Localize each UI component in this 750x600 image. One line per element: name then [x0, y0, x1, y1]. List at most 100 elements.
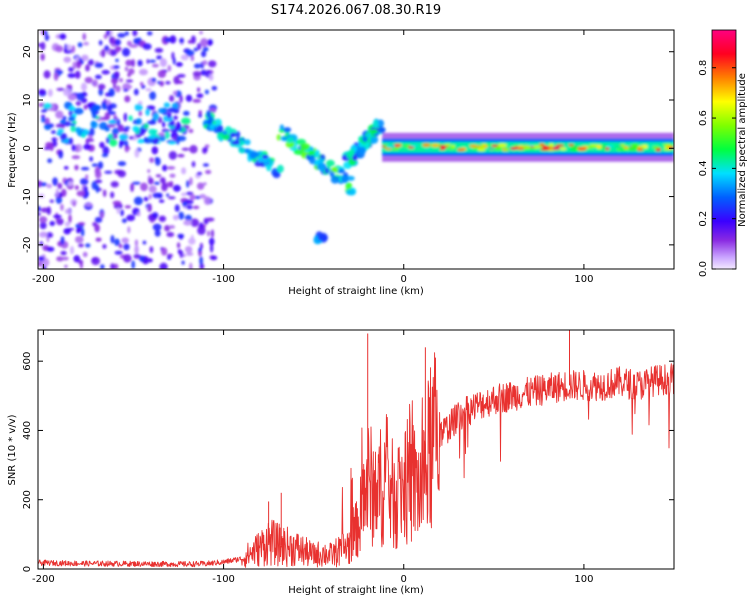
signal-blob	[509, 146, 518, 150]
noise-blob	[73, 255, 81, 263]
noise-blob	[72, 61, 77, 70]
noise-blob	[169, 180, 174, 188]
snr-plot-area	[38, 330, 674, 568]
noise-blob	[128, 68, 135, 75]
noise-band-blob	[107, 133, 114, 140]
noise-blob	[199, 194, 207, 199]
noise-blob	[148, 193, 152, 200]
noise-blob	[146, 31, 153, 36]
noise-blob	[118, 243, 123, 249]
noise-blob	[189, 177, 193, 186]
noise-blob	[68, 67, 74, 73]
noise-blob	[164, 224, 171, 232]
noise-blob	[146, 105, 156, 111]
noise-blob	[125, 79, 134, 83]
noise-blob	[196, 93, 204, 99]
noise-blob	[38, 231, 48, 238]
signal-blob	[457, 148, 466, 152]
noise-blob	[56, 256, 64, 262]
noise-blob	[115, 58, 119, 63]
streak-blob	[318, 163, 325, 172]
noise-blob	[192, 205, 200, 210]
noise-blob	[91, 163, 98, 167]
streak-blob	[361, 136, 368, 143]
noise-blob	[124, 126, 131, 130]
colorbar-ticks: 0.0 0.2 0.4 0.6 0.8	[698, 60, 736, 277]
noise-blob	[139, 255, 146, 262]
noise-blob	[124, 205, 132, 209]
signal-blob	[409, 144, 419, 147]
noise-blob	[94, 169, 102, 179]
streak-blob	[283, 127, 292, 133]
signal-blob	[504, 147, 510, 151]
noise-blob	[204, 89, 209, 95]
noise-blob	[45, 142, 53, 149]
noise-blob	[56, 218, 64, 226]
noise-blob	[114, 38, 122, 46]
noise-blob	[71, 155, 81, 160]
noise-blob	[100, 264, 105, 269]
noise-blob	[134, 245, 139, 255]
noise-blob	[47, 89, 53, 97]
noise-band-blob	[119, 133, 129, 141]
snr-series-line	[38, 352, 674, 568]
signal-blob	[491, 144, 499, 148]
noise-blob	[46, 183, 53, 189]
noise-blob	[167, 196, 176, 200]
noise-blob	[119, 77, 124, 83]
noise-blob	[189, 194, 196, 201]
noise-blob	[171, 51, 175, 60]
streak-blob	[245, 148, 251, 154]
signal-blob	[569, 147, 580, 152]
noise-blob	[114, 238, 120, 246]
noise-blob	[124, 95, 131, 103]
noise-blob	[151, 77, 157, 83]
noise-blob	[123, 112, 128, 122]
noise-blob	[185, 191, 194, 196]
signal-blob	[444, 143, 452, 147]
noise-blob	[87, 59, 95, 66]
noise-blob	[125, 146, 131, 150]
snr-y-axis-label: SNR (10 * v/v)	[7, 414, 18, 485]
noise-blob	[196, 171, 203, 176]
signal-blob	[552, 146, 561, 151]
noise-blob	[143, 196, 149, 202]
noise-blob	[44, 34, 50, 41]
noise-band-blob	[151, 129, 158, 134]
noise-blob	[80, 166, 90, 171]
noise-blob	[109, 35, 113, 45]
noise-blob	[138, 68, 148, 76]
noise-blob	[145, 88, 152, 92]
noise-blob	[67, 181, 74, 187]
signal-blob	[440, 147, 446, 150]
noise-blob	[133, 196, 143, 206]
noise-blob	[152, 212, 159, 219]
noise-blob	[182, 200, 188, 207]
noise-blob	[114, 250, 123, 255]
noise-blob	[83, 104, 88, 110]
noise-band-blob	[167, 141, 177, 145]
noise-band-blob	[91, 104, 100, 112]
noise-blob	[101, 153, 109, 158]
signal-blob	[623, 146, 629, 150]
noise-blob	[59, 33, 67, 40]
noise-blob	[97, 83, 106, 90]
noise-blob	[149, 59, 156, 63]
noise-blob	[57, 182, 63, 190]
noise-blob	[77, 42, 83, 48]
noise-blob	[92, 79, 98, 87]
y-tick-label: 600	[22, 352, 33, 371]
noise-band-blob	[81, 129, 90, 136]
noise-blob	[74, 164, 79, 171]
noise-band-blob	[139, 127, 146, 136]
noise-blob	[200, 50, 207, 58]
noise-blob	[194, 195, 201, 200]
noise-blob	[159, 177, 166, 184]
x-tick-label: 100	[574, 274, 593, 285]
noise-blob	[75, 56, 80, 62]
noise-band-blob	[136, 118, 143, 125]
noise-blob	[168, 225, 176, 229]
spectrogram-x-axis-label: Height of straight line (km)	[288, 286, 424, 297]
noise-blob	[98, 88, 104, 96]
noise-blob	[159, 58, 168, 68]
